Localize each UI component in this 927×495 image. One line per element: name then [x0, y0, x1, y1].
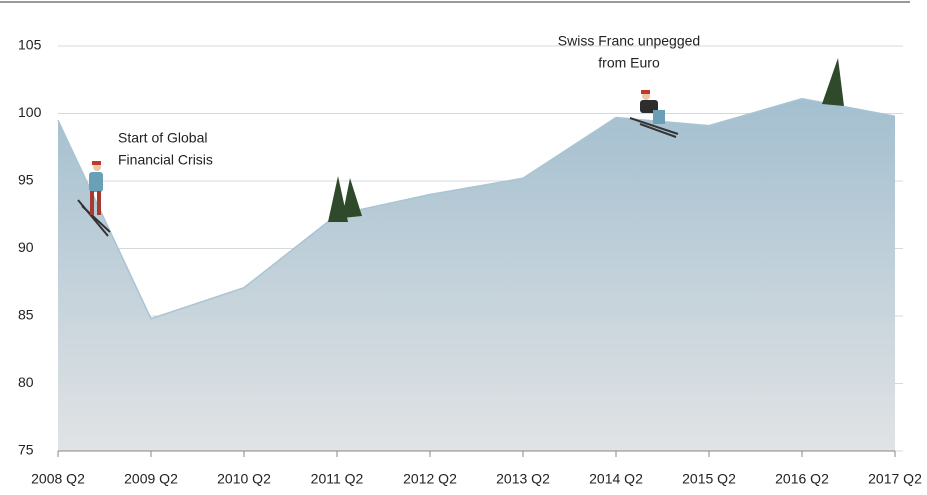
y-tick-label: 75 — [18, 442, 34, 458]
x-tick-label: 2017 Q2 — [868, 471, 922, 487]
x-tick-label: 2009 Q2 — [124, 471, 178, 487]
x-tick-label: 2013 Q2 — [496, 471, 550, 487]
x-tick-label: 2008 Q2 — [31, 471, 85, 487]
annotation: Start of Global — [118, 130, 208, 146]
y-tick-label: 90 — [18, 239, 34, 255]
x-tick-label: 2015 Q2 — [682, 471, 736, 487]
annotation: from Euro — [598, 55, 660, 71]
x-tick-label: 2012 Q2 — [403, 471, 457, 487]
annotation: Swiss Franc unpegged — [558, 33, 700, 49]
y-tick-label: 100 — [18, 104, 42, 120]
x-tick-label: 2014 Q2 — [589, 471, 643, 487]
chart: 75 80 85 90 95 100 105 2008 Q2 2009 Q2 2010 Q2 201… — [0, 0, 927, 495]
page: {"chart_data": {"type": "area", "categor… — [0, 0, 927, 495]
y-tick-label: 105 — [18, 37, 42, 53]
y-tick-label: 95 — [18, 172, 34, 188]
x-tick-label: 2016 Q2 — [775, 471, 829, 487]
annotation: Financial Crisis — [118, 152, 213, 168]
x-tick-label: 2011 Q2 — [311, 471, 364, 487]
y-tick-label: 85 — [18, 307, 34, 323]
y-tick-label: 80 — [18, 374, 34, 390]
x-tick-label: 2010 Q2 — [217, 471, 271, 487]
